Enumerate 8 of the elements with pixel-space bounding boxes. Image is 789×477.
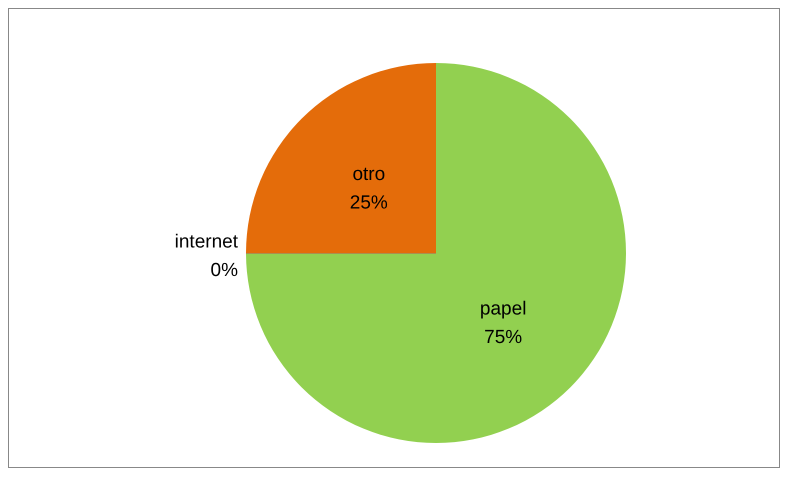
- data-label: 25%: [350, 192, 388, 214]
- category-label: internet: [174, 231, 238, 252]
- slice-label: otro: [352, 164, 386, 186]
- data-label: 75%: [484, 326, 522, 348]
- slice-label: papel: [480, 298, 526, 320]
- text: 0%: [210, 260, 238, 281]
- pie-slice: [246, 63, 436, 253]
- pie-slice: [246, 63, 626, 443]
